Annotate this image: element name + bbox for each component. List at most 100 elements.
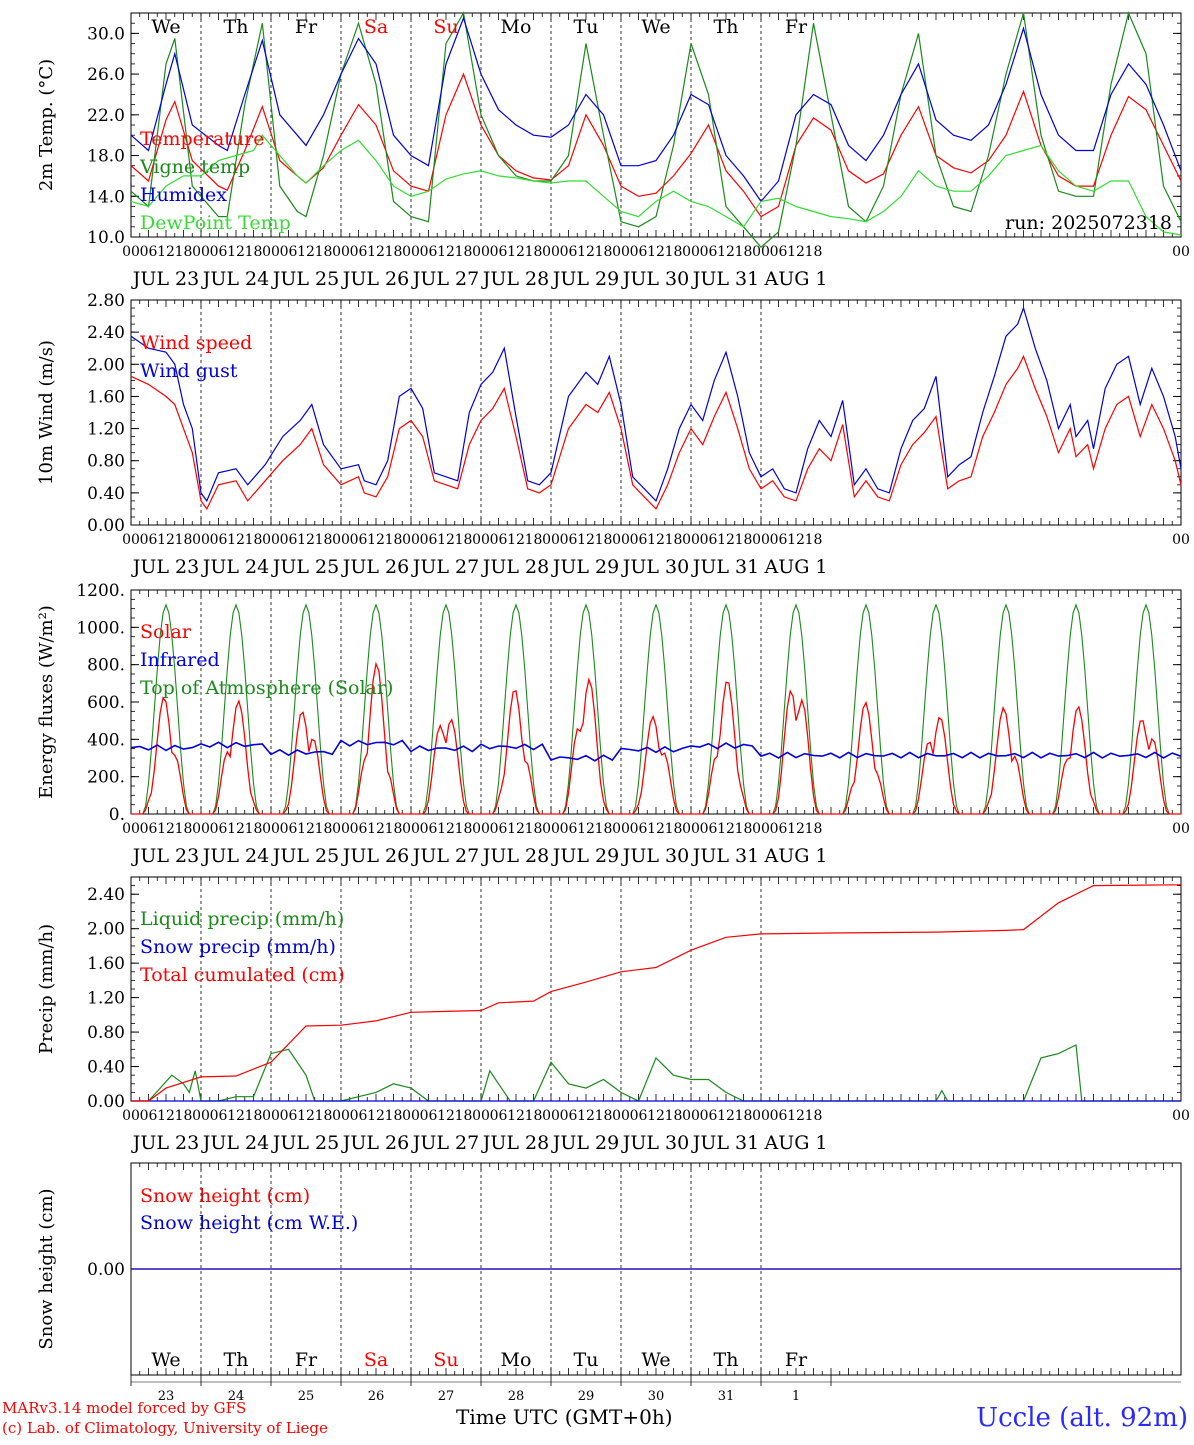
toa-solar-line [901, 603, 971, 815]
hour-tick-label: 12 [367, 244, 385, 260]
day-number-label: 26 [368, 1389, 385, 1404]
hour-tick-label: 06 [420, 244, 438, 260]
hour-tick-label: 12 [787, 532, 805, 548]
weekday-label-top: Su [433, 16, 458, 38]
weekday-label-bottom: We [641, 1349, 670, 1371]
hour-tick-label: 18 [175, 1108, 193, 1124]
hour-tick-label: 06 [770, 532, 788, 548]
hour-tick-label: 00 [472, 244, 490, 260]
weekday-label-top: Fr [785, 16, 808, 38]
legend-entry: DewPoint Temp [140, 212, 291, 234]
hour-tick-label: 12 [787, 244, 805, 260]
hour-tick-label: 00 [472, 821, 490, 837]
legend-entry: Wind gust [140, 360, 238, 382]
toa-solar-line [831, 603, 901, 815]
y-tick-label: 0. [109, 805, 125, 825]
hour-tick-label: 06 [490, 821, 508, 837]
hour-tick-label: 12 [717, 1108, 735, 1124]
date-label: JUL 25 [271, 1132, 339, 1154]
solar-line [621, 714, 691, 815]
y-tick-label: 1.20 [87, 420, 125, 440]
date-label: AUG 1 [763, 845, 827, 867]
date-label: JUL 26 [341, 845, 409, 867]
hour-tick-label: 06 [350, 532, 368, 548]
day-number-label: 25 [298, 1389, 315, 1404]
hour-tick-label: 06 [770, 821, 788, 837]
weekday-label-bottom: Th [224, 1349, 249, 1371]
hour-tick-label: 18 [805, 1108, 823, 1124]
temperature-line [130, 72, 1182, 218]
hour-tick-label: 18 [525, 821, 543, 837]
hour-tick-label: 18 [385, 532, 403, 548]
hour-tick-label: 06 [350, 1108, 368, 1124]
hour-tick-label: 00 [122, 532, 140, 548]
hour-tick-label: 12 [787, 1108, 805, 1124]
infrared-line [130, 739, 1182, 762]
y-axis-label: 2m Temp. (°C) [36, 59, 57, 191]
hour-tick-label: 00 [1172, 1108, 1190, 1124]
hour-tick-label: 00 [682, 532, 700, 548]
y-tick-label: 30.0 [87, 24, 125, 44]
hour-tick-label: 06 [560, 532, 578, 548]
date-label: JUL 24 [201, 845, 269, 867]
hour-tick-label: 12 [227, 1108, 245, 1124]
hour-tick-label: 12 [647, 821, 665, 837]
y-tick-label: 2.40 [87, 323, 125, 343]
hour-tick-label: 06 [210, 1108, 228, 1124]
y-tick-label: 400. [87, 730, 125, 750]
y-tick-label: 18.0 [87, 147, 125, 167]
hour-tick-label: 00 [332, 1108, 350, 1124]
weekday-label-bottom: We [151, 1349, 180, 1371]
y-axis-label: 10m Wind (m/s) [36, 340, 57, 485]
weekday-label-top: Mo [501, 16, 532, 38]
hour-tick-label: 12 [717, 821, 735, 837]
y-axis-label: Energy fluxes (W/m²) [36, 605, 57, 799]
date-label: JUL 30 [621, 1132, 689, 1154]
hour-tick-label: 18 [525, 1108, 543, 1124]
hour-tick-label: 06 [630, 244, 648, 260]
hour-tick-label: 00 [402, 532, 420, 548]
solar-line [1041, 705, 1111, 815]
hour-tick-label: 06 [280, 244, 298, 260]
hour-tick-label: 06 [280, 532, 298, 548]
date-label: JUL 26 [341, 268, 409, 290]
solar-line [831, 700, 901, 815]
hour-tick-label: 18 [665, 821, 683, 837]
solar-line [691, 681, 761, 815]
hour-tick-label: 18 [735, 821, 753, 837]
hour-tick-label: 12 [437, 244, 455, 260]
hour-tick-label: 00 [752, 532, 770, 548]
station-label: Uccle (alt. 92m) [976, 1403, 1188, 1433]
hour-tick-label: 00 [542, 532, 560, 548]
hour-tick-label: 12 [437, 532, 455, 548]
legend-entry: Snow height (cm) [140, 1185, 310, 1207]
hour-tick-label: 12 [437, 821, 455, 837]
date-label: AUG 1 [763, 556, 827, 578]
hour-tick-label: 06 [280, 821, 298, 837]
hour-tick-label: 06 [770, 1108, 788, 1124]
hour-tick-label: 12 [507, 532, 525, 548]
vigne-temp-line [130, 11, 1182, 249]
hour-tick-label: 06 [700, 1108, 718, 1124]
hour-tick-label: 06 [490, 532, 508, 548]
hour-tick-label: 18 [595, 821, 613, 837]
date-label: JUL 23 [131, 845, 199, 867]
toa-solar-line [691, 603, 761, 815]
hour-tick-label: 06 [420, 821, 438, 837]
hour-tick-label: 12 [507, 821, 525, 837]
hour-tick-label: 18 [805, 244, 823, 260]
y-tick-label: 0.00 [87, 1092, 125, 1112]
legend-entry: Total cumulated (cm) [140, 964, 345, 986]
y-tick-label: 14.0 [87, 187, 125, 207]
y-axis-label: Precip (mm/h) [36, 924, 57, 1054]
y-tick-label: 1.60 [87, 387, 125, 407]
hour-tick-label: 18 [315, 244, 333, 260]
date-label: AUG 1 [763, 1132, 827, 1154]
date-label: JUL 29 [551, 845, 619, 867]
date-label: JUL 27 [411, 845, 479, 867]
hour-tick-label: 18 [385, 244, 403, 260]
weekday-label-top: We [641, 16, 670, 38]
hour-tick-label: 12 [297, 244, 315, 260]
